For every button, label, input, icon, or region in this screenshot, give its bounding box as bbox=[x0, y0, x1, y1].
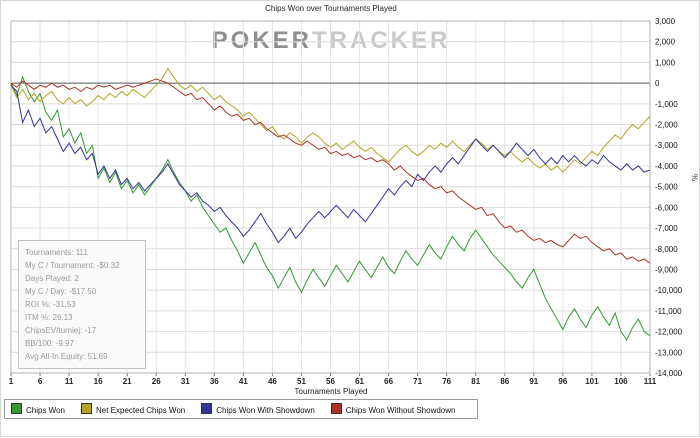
svg-text:56: 56 bbox=[326, 377, 335, 386]
legend-swatch bbox=[11, 403, 22, 414]
svg-text:66: 66 bbox=[384, 377, 393, 386]
stats-line-days-played: Days Played: 2 bbox=[25, 274, 79, 283]
svg-text:71: 71 bbox=[413, 377, 422, 386]
series-net-expected-chips-won bbox=[10, 67, 651, 173]
svg-text:-12,000: -12,000 bbox=[655, 328, 683, 337]
svg-text:106: 106 bbox=[614, 377, 628, 386]
stats-box: Tournaments: 111 My C / Tournament: -$0.… bbox=[18, 240, 146, 369]
series-chips-won bbox=[10, 75, 651, 341]
legend-item: Net Expected Chips Won bbox=[80, 403, 186, 415]
svg-text:21: 21 bbox=[123, 377, 132, 386]
svg-text:-2,000: -2,000 bbox=[655, 121, 678, 130]
svg-text:1,000: 1,000 bbox=[655, 58, 676, 67]
legend-label: Chips Won Without Showdown bbox=[345, 406, 456, 415]
svg-text:76: 76 bbox=[442, 377, 451, 386]
legend-swatch bbox=[80, 403, 92, 414]
svg-text:-9,000: -9,000 bbox=[655, 265, 678, 274]
x-axis-title: Tournaments Played bbox=[294, 387, 368, 396]
svg-text:0: 0 bbox=[655, 79, 660, 88]
svg-text:-13,000: -13,000 bbox=[655, 348, 683, 357]
svg-text:41: 41 bbox=[239, 377, 248, 386]
svg-text:1: 1 bbox=[9, 377, 14, 386]
svg-text:-5,000: -5,000 bbox=[655, 183, 678, 192]
legend-label: Chips Won bbox=[26, 406, 65, 415]
svg-text:46: 46 bbox=[268, 377, 277, 386]
svg-text:81: 81 bbox=[471, 377, 480, 386]
series-chips-won-without-showdown bbox=[10, 78, 651, 264]
stats-line-itm: ITM %: 26.13 bbox=[25, 313, 73, 322]
svg-text:16: 16 bbox=[94, 377, 103, 386]
svg-text:91: 91 bbox=[529, 377, 538, 386]
legend-item: Chips Won Without Showdown bbox=[330, 403, 456, 415]
svg-text:2,000: 2,000 bbox=[655, 38, 676, 47]
stats-line-chipsev: ChipsEV/turniej: -17 bbox=[25, 326, 97, 335]
legend-label: Net Expected Chips Won bbox=[95, 406, 186, 415]
svg-text:96: 96 bbox=[558, 377, 567, 386]
series-chips-won-with-showdown bbox=[10, 84, 651, 244]
svg-text:51: 51 bbox=[297, 377, 306, 386]
svg-text:111: 111 bbox=[644, 377, 657, 386]
stats-line-allin-equity: Avg All-In Equity: 51.69 bbox=[25, 352, 108, 361]
svg-text:-14,000: -14,000 bbox=[655, 369, 683, 378]
legend: Chips Won Net Expected Chips Won Chips Won… bbox=[4, 399, 479, 419]
svg-text:36: 36 bbox=[210, 377, 219, 386]
stats-line-my-c-per-tournament: My C / Tournament: -$0.32 bbox=[25, 261, 120, 270]
watermark-poker: POKER bbox=[211, 27, 313, 54]
svg-text:3,000: 3,000 bbox=[655, 17, 676, 26]
legend-item: Chips Won bbox=[11, 403, 65, 415]
stats-line-roi: ROI %: -31.53 bbox=[25, 300, 76, 309]
y-axis-unit-label: % bbox=[689, 173, 699, 182]
svg-text:11: 11 bbox=[65, 377, 74, 386]
svg-text:-11,000: -11,000 bbox=[655, 307, 682, 316]
stats-line-bb100: BB/100: -9.97 bbox=[25, 339, 74, 348]
svg-text:61: 61 bbox=[355, 377, 364, 386]
svg-text:101: 101 bbox=[585, 377, 599, 386]
svg-text:-3,000: -3,000 bbox=[655, 141, 678, 150]
svg-text:-7,000: -7,000 bbox=[655, 224, 678, 233]
legend-label: Chips Won With Showdown bbox=[216, 406, 315, 415]
svg-text:-8,000: -8,000 bbox=[655, 245, 678, 254]
chart-title: Chips Won over Tournaments Played bbox=[265, 4, 397, 13]
svg-text:86: 86 bbox=[500, 377, 509, 386]
svg-text:-4,000: -4,000 bbox=[655, 162, 678, 171]
legend-swatch bbox=[330, 403, 342, 414]
legend-item: Chips Won With Showdown bbox=[201, 403, 315, 415]
svg-text:31: 31 bbox=[181, 377, 190, 386]
watermark-tracker: TRACKER bbox=[312, 27, 451, 54]
svg-text:6: 6 bbox=[38, 377, 43, 386]
svg-text:26: 26 bbox=[152, 377, 161, 386]
pokertracker-watermark: POKERTRACKER bbox=[1, 27, 661, 55]
legend-swatch bbox=[201, 403, 213, 414]
svg-text:-1,000: -1,000 bbox=[655, 100, 678, 109]
stats-line-tournaments: Tournaments: 111 bbox=[25, 248, 88, 257]
svg-text:-6,000: -6,000 bbox=[655, 203, 678, 212]
svg-text:-10,000: -10,000 bbox=[655, 286, 683, 295]
stats-line-my-c-per-day: My C / Day: -$17.50 bbox=[25, 287, 97, 296]
